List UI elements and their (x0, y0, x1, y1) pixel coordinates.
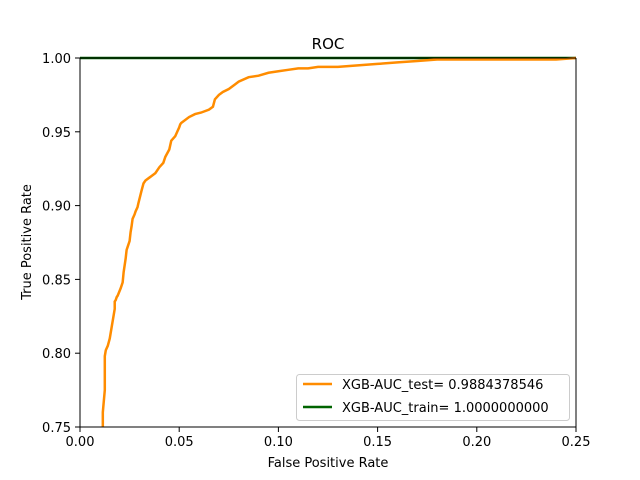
y-tick-label: 0.75 (42, 421, 71, 436)
plot-area (80, 58, 576, 427)
legend: XGB-AUC_test= 0.9884378546 XGB-AUC_train… (296, 374, 570, 421)
y-tick-label: 0.80 (42, 347, 71, 362)
y-tick-label: 0.90 (42, 200, 71, 215)
x-tick-label: 0.15 (363, 435, 392, 450)
y-axis-label: True Positive Rate (20, 184, 35, 301)
x-tick-label: 0.00 (66, 435, 95, 450)
x-tick-label: 0.25 (562, 435, 591, 450)
x-axis-ticks: 0.00 0.05 0.10 0.15 0.20 0.25 (66, 427, 591, 450)
x-axis-label: False Positive Rate (268, 456, 389, 471)
y-axis-ticks: 0.75 0.80 0.85 0.90 0.95 1.00 (42, 52, 80, 436)
x-tick-label: 0.05 (165, 435, 194, 450)
y-tick-label: 0.95 (42, 126, 71, 141)
legend-label-test: XGB-AUC_test= 0.9884378546 (342, 378, 543, 393)
axes-frame (79, 57, 577, 428)
x-tick-label: 0.20 (462, 435, 491, 450)
y-tick-label: 1.00 (42, 52, 71, 67)
series-line-test (101, 56, 577, 427)
legend-box (296, 374, 570, 421)
y-tick-label: 0.85 (42, 273, 71, 288)
legend-label-train: XGB-AUC_train= 1.0000000000 (342, 401, 549, 416)
x-tick-label: 0.10 (264, 435, 293, 450)
chart-title: ROC (312, 35, 345, 53)
